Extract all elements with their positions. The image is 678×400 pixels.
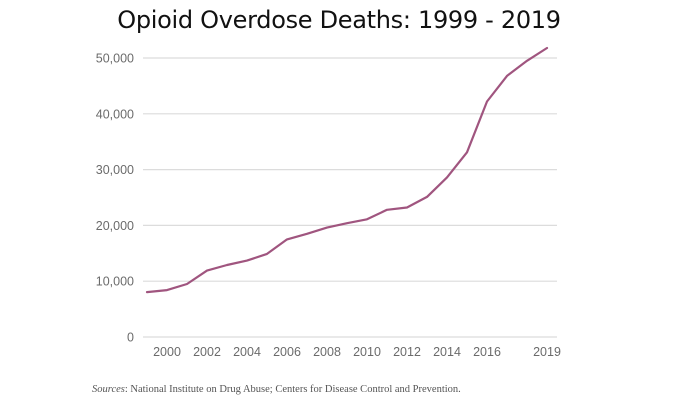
y-tick-label: 30,000 xyxy=(96,163,134,177)
sources-text: : National Institute on Drug Abuse; Cent… xyxy=(124,384,461,395)
x-tick-label: 2016 xyxy=(473,345,501,359)
x-tick-label: 2004 xyxy=(233,345,261,359)
series-layer xyxy=(145,46,549,294)
x-tick-label: 2006 xyxy=(273,345,301,359)
chart-title: Opioid Overdose Deaths: 1999 - 2019 xyxy=(117,6,561,34)
x-tick-label: 2008 xyxy=(313,345,341,359)
y-tick-label: 0 xyxy=(127,331,134,345)
gridlines xyxy=(143,57,557,338)
x-tick-label: 2019 xyxy=(533,345,561,359)
x-tick-label: 2002 xyxy=(193,345,221,359)
x-tick-label: 2012 xyxy=(393,345,421,359)
x-tick-label: 2010 xyxy=(353,345,381,359)
x-axis-ticks: 2000 2002 2004 2006 2008 2010 2012 2014 2016 2019 xyxy=(153,345,561,359)
y-tick-label: 50,000 xyxy=(96,52,134,66)
series-line xyxy=(145,46,549,294)
y-tick-label: 20,000 xyxy=(96,219,134,233)
y-axis-ticks: 0 10,000 20,000 30,000 40,000 50,000 xyxy=(96,52,134,345)
x-tick-label: 2014 xyxy=(433,345,461,359)
y-tick-label: 10,000 xyxy=(96,275,134,289)
y-tick-label: 40,000 xyxy=(96,107,134,121)
sources-note: Sources: National Institute on Drug Abus… xyxy=(92,384,461,395)
x-tick-label: 2000 xyxy=(153,345,181,359)
sources-label: Sources xyxy=(92,384,125,395)
